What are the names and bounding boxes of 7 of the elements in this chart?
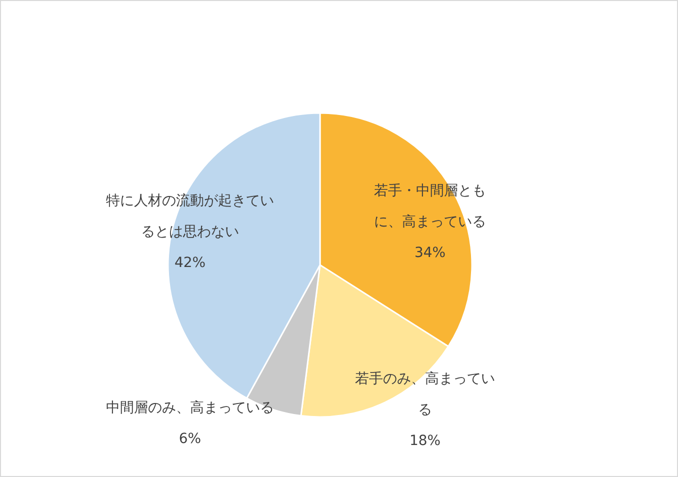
data-label: 6%	[178, 431, 202, 447]
data-label: 18%	[409, 433, 441, 449]
slice-label: 中間層のみ、高まっている	[106, 400, 274, 416]
data-label: 42%	[174, 255, 206, 271]
data-label: 34%	[414, 245, 446, 261]
slice-label: 特に人材の流動が起きているとは思わない	[106, 193, 274, 240]
slice-label: 若手のみ、高まっている	[355, 371, 495, 418]
